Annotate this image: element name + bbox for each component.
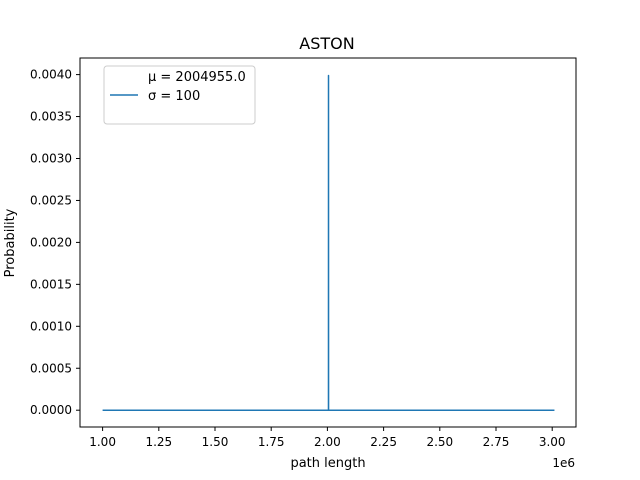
legend: μ = 2004955.0 σ = 100 xyxy=(103,65,256,125)
y-tick-label: 0.0020 xyxy=(30,235,72,249)
y-tick-label: 0.0035 xyxy=(30,110,72,124)
legend-box xyxy=(103,65,256,125)
x-axis-ticks: 1.00 1.25 1.50 1.75 2.00 2.25 2.50 2.75 3.00 xyxy=(89,427,566,449)
y-tick-label: 0.0010 xyxy=(30,319,72,333)
plot-frame xyxy=(79,57,577,428)
y-tick-label: 0.0030 xyxy=(30,152,72,166)
x-tick-label: 2.50 xyxy=(426,435,453,449)
x-tick-label: 2.00 xyxy=(314,435,341,449)
series-line xyxy=(102,74,555,411)
y-tick-label: 0.0015 xyxy=(30,277,72,291)
plot-area xyxy=(102,74,555,411)
y-tick-label: 0.0000 xyxy=(30,403,72,417)
x-axis-label: path length xyxy=(290,456,365,471)
x-tick-label: 1.00 xyxy=(89,435,116,449)
x-tick-label: 3.00 xyxy=(539,435,566,449)
x-axis-offset-label: 1e6 xyxy=(552,456,575,470)
y-tick-label: 0.0025 xyxy=(30,193,72,207)
y-axis-label: Probability xyxy=(3,208,18,277)
x-tick-label: 1.50 xyxy=(202,435,229,449)
x-tick-label: 2.75 xyxy=(483,435,510,449)
x-tick-label: 1.75 xyxy=(258,435,285,449)
x-tick-label: 2.25 xyxy=(370,435,397,449)
y-axis-ticks: 0.0000 0.0005 0.0010 0.0015 0.0020 0.0025 0.00… xyxy=(30,68,80,417)
y-tick-label: 0.0040 xyxy=(30,68,72,82)
legend-entry-mu: μ = 2004955.0 xyxy=(148,70,246,85)
chart-title: ASTON xyxy=(299,34,354,53)
legend-entry-sigma: σ = 100 xyxy=(148,89,200,104)
x-tick-label: 1.25 xyxy=(145,435,172,449)
y-tick-label: 0.0005 xyxy=(30,361,72,375)
